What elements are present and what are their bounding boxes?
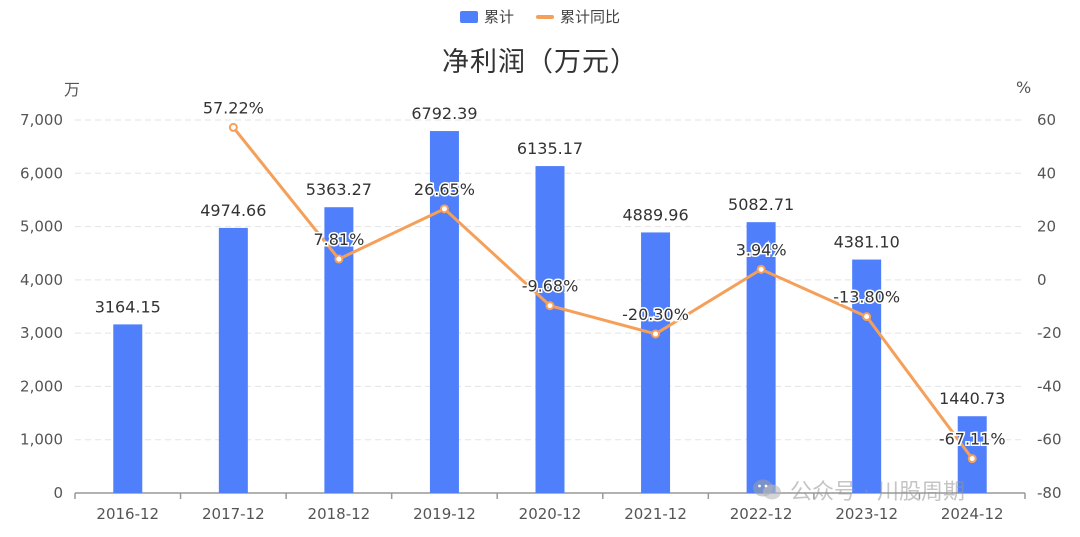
bar-data-label: 4889.96	[622, 205, 688, 224]
bar-data-label: 3164.15	[95, 297, 161, 316]
x-tick-label: 2018-12	[308, 505, 371, 523]
legend: 累计 累计同比	[0, 6, 1080, 27]
line-point	[651, 329, 661, 339]
line-point	[228, 122, 238, 132]
bar	[535, 166, 565, 494]
line-data-label: -9.68%	[522, 277, 579, 296]
bar	[429, 131, 459, 493]
y-right-tick-label: 0	[1037, 271, 1047, 289]
y-left-tick-label: 0	[53, 484, 63, 502]
line-point	[756, 264, 766, 274]
line-point	[967, 454, 977, 464]
legend-item-line[interactable]: 累计同比	[536, 6, 620, 27]
y-left-tick-label: 2,000	[20, 377, 63, 395]
legend-bar-swatch	[459, 10, 478, 23]
line-point	[334, 254, 344, 264]
bar	[218, 227, 248, 493]
bar	[852, 259, 882, 493]
line-data-label: -13.80%	[833, 288, 900, 307]
watermark: 公众号 · 川股周期	[752, 474, 965, 506]
y-right-tick-label: -60	[1037, 431, 1062, 449]
left-axis-unit: 万	[64, 80, 81, 99]
y-left-tick-label: 3,000	[20, 324, 63, 342]
bar-data-label: 4381.10	[834, 233, 900, 252]
watermark-text: 公众号 · 川股周期	[790, 480, 965, 505]
chart-title: 净利润（万元）	[442, 47, 638, 78]
x-tick-label: 2023-12	[835, 505, 898, 523]
legend-line-swatch	[536, 14, 554, 19]
bar-data-label: 4974.66	[200, 201, 266, 220]
y-left-tick-label: 1,000	[20, 431, 63, 449]
x-tick-label: 2020-12	[519, 505, 582, 523]
bar-data-label: 6792.39	[411, 104, 477, 123]
x-tick-label: 2024-12	[941, 505, 1004, 523]
y-left-tick-label: 4,000	[20, 271, 63, 289]
x-tick-label: 2021-12	[624, 505, 687, 523]
line-data-label: 7.81%	[313, 230, 364, 249]
line-point	[439, 204, 449, 214]
line-data-label: 57.22%	[203, 98, 264, 117]
y-left-tick-label: 6,000	[20, 164, 63, 182]
y-right-tick-label: 60	[1037, 111, 1056, 129]
y-right-tick-label: 20	[1037, 218, 1056, 236]
y-right-tick-label: -80	[1037, 484, 1062, 502]
line-data-label: -67.11%	[939, 430, 1006, 449]
y-left-tick-label: 7,000	[20, 111, 63, 129]
series-line	[232, 126, 974, 460]
bar-data-label: 5082.71	[728, 195, 794, 214]
legend-line-label: 累计同比	[560, 8, 621, 26]
legend-item-bar[interactable]: 累计	[459, 6, 514, 27]
line-data-label: -20.30%	[622, 305, 689, 324]
bar	[113, 324, 143, 493]
bar-data-label: 5363.27	[306, 180, 372, 199]
x-tick-label: 2016-12	[96, 505, 159, 523]
x-tick-label: 2022-12	[730, 505, 793, 523]
y-right-tick-label: 40	[1037, 164, 1056, 182]
bar-data-label: 1440.73	[939, 389, 1005, 408]
y-left-tick-label: 5,000	[20, 218, 63, 236]
line-point	[545, 301, 555, 311]
bar-data-label: 6135.17	[517, 139, 583, 158]
y-right-tick-label: -40	[1037, 377, 1062, 395]
y-right-tick-label: -20	[1037, 324, 1062, 342]
x-tick-label: 2019-12	[413, 505, 476, 523]
bar	[324, 207, 354, 493]
wechat-icon	[752, 477, 782, 503]
right-axis-unit: %	[1016, 78, 1032, 97]
line-data-label: 26.65%	[414, 180, 475, 199]
bar	[641, 232, 671, 493]
line-point	[862, 312, 872, 322]
bar	[746, 222, 776, 493]
x-tick-label: 2017-12	[202, 505, 265, 523]
line-data-label: 3.94%	[736, 240, 787, 259]
legend-bar-label: 累计	[483, 8, 514, 26]
